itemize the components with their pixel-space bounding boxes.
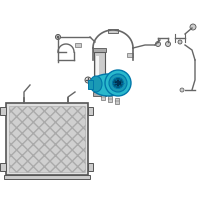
FancyBboxPatch shape bbox=[0, 107, 6, 115]
Ellipse shape bbox=[90, 76, 102, 92]
FancyBboxPatch shape bbox=[88, 80, 93, 89]
FancyBboxPatch shape bbox=[96, 56, 99, 88]
FancyBboxPatch shape bbox=[115, 98, 119, 104]
FancyBboxPatch shape bbox=[108, 29, 118, 33]
Ellipse shape bbox=[91, 74, 125, 96]
FancyBboxPatch shape bbox=[93, 92, 106, 96]
Circle shape bbox=[109, 74, 127, 92]
Circle shape bbox=[190, 24, 196, 30]
FancyBboxPatch shape bbox=[108, 96, 112, 102]
Circle shape bbox=[85, 77, 91, 83]
Circle shape bbox=[156, 42, 160, 46]
FancyBboxPatch shape bbox=[101, 94, 105, 100]
Circle shape bbox=[112, 77, 124, 88]
Circle shape bbox=[57, 36, 59, 38]
FancyBboxPatch shape bbox=[4, 175, 90, 179]
FancyBboxPatch shape bbox=[9, 106, 85, 172]
FancyBboxPatch shape bbox=[127, 53, 133, 57]
Circle shape bbox=[180, 88, 184, 92]
Circle shape bbox=[116, 80, 120, 86]
FancyBboxPatch shape bbox=[0, 163, 6, 171]
Circle shape bbox=[105, 70, 131, 96]
FancyBboxPatch shape bbox=[93, 48, 106, 52]
FancyBboxPatch shape bbox=[6, 103, 88, 175]
Circle shape bbox=[178, 40, 182, 44]
FancyBboxPatch shape bbox=[88, 163, 93, 171]
FancyBboxPatch shape bbox=[88, 107, 93, 115]
FancyBboxPatch shape bbox=[94, 52, 105, 92]
Circle shape bbox=[166, 42, 170, 46]
Circle shape bbox=[56, 34, 60, 40]
FancyBboxPatch shape bbox=[75, 43, 81, 47]
